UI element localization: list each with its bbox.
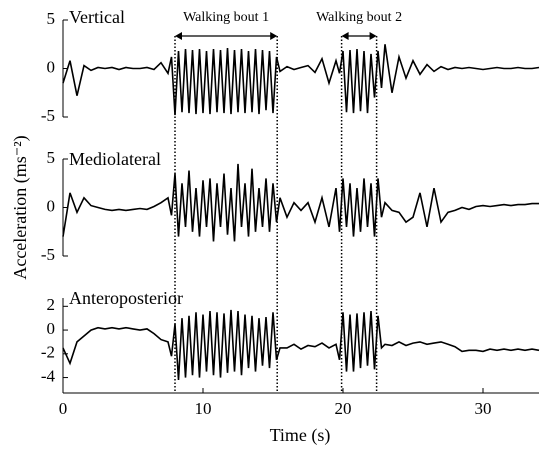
y-tick-label: -2 [41,343,55,362]
y-tick-label: 5 [47,148,56,167]
y-tick-label: 2 [47,295,56,314]
panel-title: Mediolateral [69,149,161,169]
x-tick-label: 0 [59,399,68,418]
y-tick-label: 0 [47,196,56,215]
signal-line [62,163,539,242]
y-tick-label: -5 [41,106,55,125]
bout-label: Walking bout 2 [316,10,402,25]
x-tick-label: 10 [195,399,212,418]
signal-line [62,309,540,380]
y-tick-label: 0 [47,319,56,338]
y-tick-label: 0 [47,57,56,76]
panel-title: Vertical [69,7,125,27]
panel-title: Anteroposterior [69,288,183,308]
signal-line [62,44,540,116]
y-tick-label: -4 [41,366,56,385]
y-tick-label: 5 [47,9,56,28]
bout-label: Walking bout 1 [183,10,269,25]
x-axis-label: Time (s) [270,425,331,446]
x-tick-label: 30 [475,399,492,418]
x-tick-label: 20 [335,399,352,418]
arrow-head [341,32,377,40]
y-axis-label: Acceleration (ms⁻²) [10,135,31,279]
y-tick-label: -5 [41,245,55,264]
